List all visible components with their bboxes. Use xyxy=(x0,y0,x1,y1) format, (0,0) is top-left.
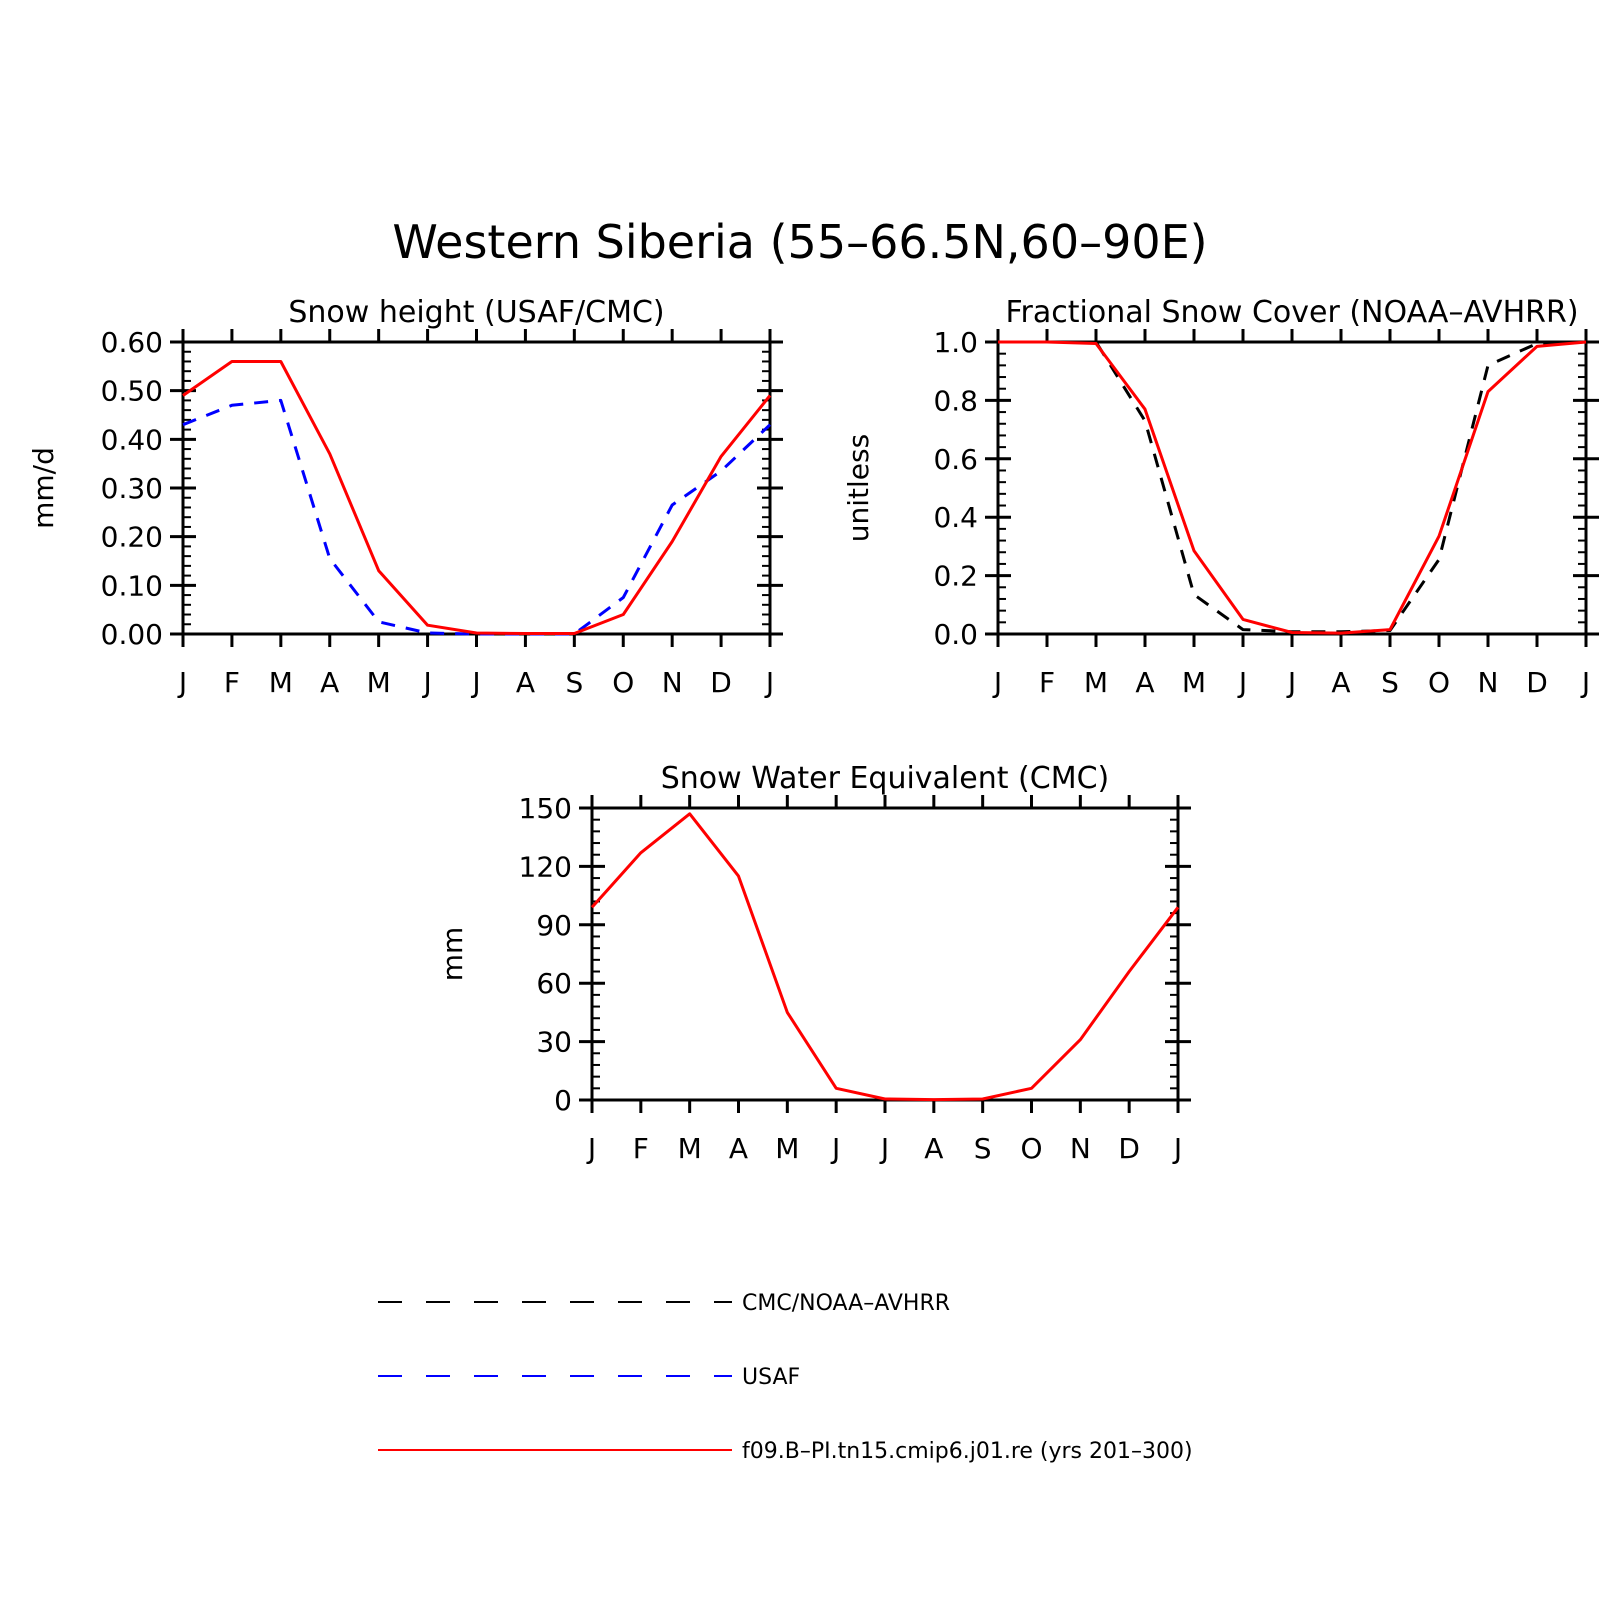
x-tick-label: J xyxy=(421,666,431,699)
plot-frame xyxy=(181,340,772,636)
legend-label-3: f09.B–PI.tn15.cmip6.j01.re (yrs 201–300) xyxy=(742,1439,1193,1464)
x-tick-label: O xyxy=(1020,1132,1042,1165)
y-tick-label: 90 xyxy=(536,909,572,942)
y-axis-label: unitless xyxy=(842,434,875,542)
plot-frame xyxy=(590,806,1180,1102)
x-tick-label: A xyxy=(729,1132,748,1165)
x-tick-label: N xyxy=(1478,666,1499,699)
x-tick-label: D xyxy=(1526,666,1548,699)
y-tick-label: 0.20 xyxy=(101,521,163,554)
y-tick-label: 0.0 xyxy=(933,618,978,651)
x-tick-label: N xyxy=(662,666,683,699)
x-tick-label: J xyxy=(830,1132,840,1165)
series-line-1 xyxy=(998,340,1587,634)
legend-label-1: CMC/NOAA–AVHRR xyxy=(742,1291,950,1316)
y-tick-label: 0.2 xyxy=(933,560,978,593)
x-tick-label: F xyxy=(224,666,240,699)
y-tick-label: 0.40 xyxy=(101,423,163,456)
x-tick-label: M xyxy=(1182,666,1206,699)
y-tick-label: 1.0 xyxy=(933,326,978,359)
x-tick-label: A xyxy=(924,1132,943,1165)
x-tick-label: M xyxy=(269,666,293,699)
x-tick-label: S xyxy=(974,1132,992,1165)
x-tick-label: J xyxy=(1286,666,1296,699)
x-tick-label: J xyxy=(764,666,774,699)
x-tick-label: M xyxy=(678,1132,702,1165)
x-tick-label: J xyxy=(177,666,187,699)
series-line-2 xyxy=(590,812,1180,1102)
x-tick-label: J xyxy=(586,1132,596,1165)
x-tick-label: M xyxy=(367,666,391,699)
legend: CMC/NOAA–AVHRR USAF f09.B–PI.tn15.cmip6.j0… xyxy=(378,1291,1193,1464)
panel-title: Fractional Snow Cover (NOAA–AVHRR) xyxy=(1005,295,1578,330)
panel-title: Snow height (USAF/CMC) xyxy=(288,295,664,330)
plot-frame xyxy=(996,340,1588,636)
x-tick-label: A xyxy=(516,666,535,699)
y-tick-label: 0 xyxy=(554,1084,572,1117)
y-tick-label: 0.60 xyxy=(101,326,163,359)
x-tick-label: J xyxy=(470,666,480,699)
x-tick-label: O xyxy=(612,666,634,699)
x-tick-label: J xyxy=(1172,1132,1182,1165)
x-tick-label: F xyxy=(633,1132,649,1165)
x-tick-label: J xyxy=(879,1132,889,1165)
x-tick-label: D xyxy=(1118,1132,1140,1165)
y-tick-label: 0.10 xyxy=(101,569,163,602)
x-tick-label: J xyxy=(1237,666,1247,699)
y-tick-label: 0.4 xyxy=(933,501,978,534)
x-tick-label: J xyxy=(992,666,1002,699)
figure-title: Western Siberia (55–66.5N,60–90E) xyxy=(392,215,1207,269)
panel-2: J F M A M J J A S O N D J0.00.20.40.60.81.0Fractiona… xyxy=(842,295,1599,699)
y-tick-label: 60 xyxy=(536,967,572,1000)
x-tick-label: J xyxy=(1580,666,1590,699)
y-axis-label: mm/d xyxy=(27,447,60,529)
panels: J F M A M J J A S O N D J0.000.100.200.300.400.500.6… xyxy=(27,295,1599,1165)
x-tick-label: S xyxy=(1381,666,1399,699)
series-line-2 xyxy=(182,398,772,636)
y-tick-label: 0.30 xyxy=(101,472,163,505)
panel-title: Snow Water Equivalent (CMC) xyxy=(661,761,1109,796)
x-tick-label: M xyxy=(775,1132,799,1165)
y-tick-label: 0.50 xyxy=(101,375,163,408)
x-tick-label: A xyxy=(320,666,339,699)
y-tick-label: 30 xyxy=(536,1026,572,1059)
x-tick-label: D xyxy=(710,666,732,699)
legend-label-2: USAF xyxy=(742,1365,800,1390)
x-tick-label: M xyxy=(1084,666,1108,699)
x-tick-label: A xyxy=(1331,666,1350,699)
y-tick-label: 120 xyxy=(519,850,572,883)
y-tick-label: 0.00 xyxy=(101,618,163,651)
series-line-2 xyxy=(998,340,1587,635)
panel-1: J F M A M J J A S O N D J0.000.100.200.300.400.500.6… xyxy=(27,295,783,699)
series-line-3 xyxy=(182,360,772,635)
y-axis-label: mm xyxy=(436,927,469,982)
x-tick-label: S xyxy=(565,666,583,699)
x-tick-label: O xyxy=(1428,666,1450,699)
y-tick-label: 0.6 xyxy=(933,443,978,476)
y-tick-label: 150 xyxy=(519,792,572,825)
x-tick-label: A xyxy=(1135,666,1154,699)
x-tick-label: N xyxy=(1070,1132,1091,1165)
x-tick-label: F xyxy=(1039,666,1055,699)
y-tick-label: 0.8 xyxy=(933,384,978,417)
